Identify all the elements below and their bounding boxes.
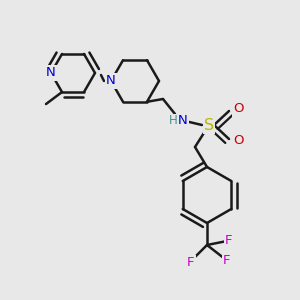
Text: N: N (106, 74, 116, 88)
Text: F: F (223, 254, 231, 268)
Text: H: H (169, 115, 177, 128)
Text: N: N (178, 115, 188, 128)
Text: F: F (225, 233, 233, 247)
Text: F: F (187, 256, 195, 269)
Text: O: O (233, 134, 243, 148)
Text: N: N (46, 67, 56, 80)
Text: O: O (233, 103, 243, 116)
Text: S: S (204, 118, 214, 133)
